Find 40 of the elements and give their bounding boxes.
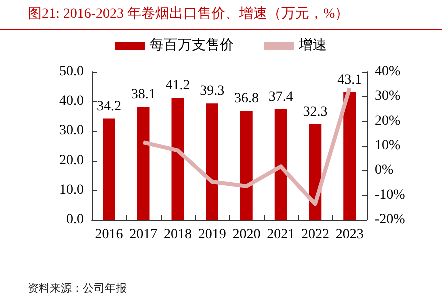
x-tick-label: 2022 (301, 228, 330, 242)
x-tick-label: 2021 (267, 228, 296, 242)
y-tick-label: 0.0 (66, 212, 84, 228)
bar (137, 107, 150, 220)
data-label: 37.4 (268, 90, 294, 105)
y-tick-label: 30.0 (60, 124, 84, 139)
y-tick-label: 50.0 (60, 64, 84, 80)
data-label: 41.2 (166, 78, 190, 94)
x-tick-label: 2019 (198, 228, 226, 242)
y-tick-label: 10.0 (60, 182, 84, 198)
x-tick-label: 2020 (232, 228, 261, 242)
data-label: 38.1 (131, 88, 156, 103)
y2-tick-label: -10% (375, 188, 406, 203)
y2-tick-label: 30% (375, 89, 401, 104)
y2-tick-label: 0% (375, 163, 394, 178)
y-tick-label: 20.0 (60, 153, 84, 168)
data-label: 34.2 (96, 99, 122, 114)
y2-tick-label: -20% (375, 212, 406, 228)
bar (274, 109, 288, 220)
y2-tick-label: 40% (375, 64, 401, 80)
y2-tick-label: 20% (375, 114, 401, 129)
x-tick-label: 2023 (336, 228, 364, 242)
bar (103, 118, 116, 220)
x-tick-label: 2016 (95, 228, 124, 242)
y-tick-label: 40.0 (60, 94, 84, 110)
legend-label: 增速 (298, 38, 327, 54)
data-label: 36.8 (234, 92, 259, 107)
bar (240, 111, 253, 220)
x-tick-label: 2018 (164, 228, 192, 242)
x-tick-label: 2017 (130, 228, 158, 242)
bar (206, 104, 218, 220)
bar (344, 92, 356, 220)
y2-tick-label: 10% (375, 138, 401, 154)
chart-title: 图21: 2016-2023 年卷烟出口售价、增速（万元，%） (28, 6, 350, 23)
data-label: 43.1 (338, 72, 362, 88)
bar (172, 98, 184, 220)
text: 资料来源：公司年报 (28, 282, 127, 296)
data-label: 32.3 (303, 104, 328, 120)
data-label: 39.3 (200, 84, 225, 100)
legend-label: 每百万支售价 (150, 38, 234, 54)
